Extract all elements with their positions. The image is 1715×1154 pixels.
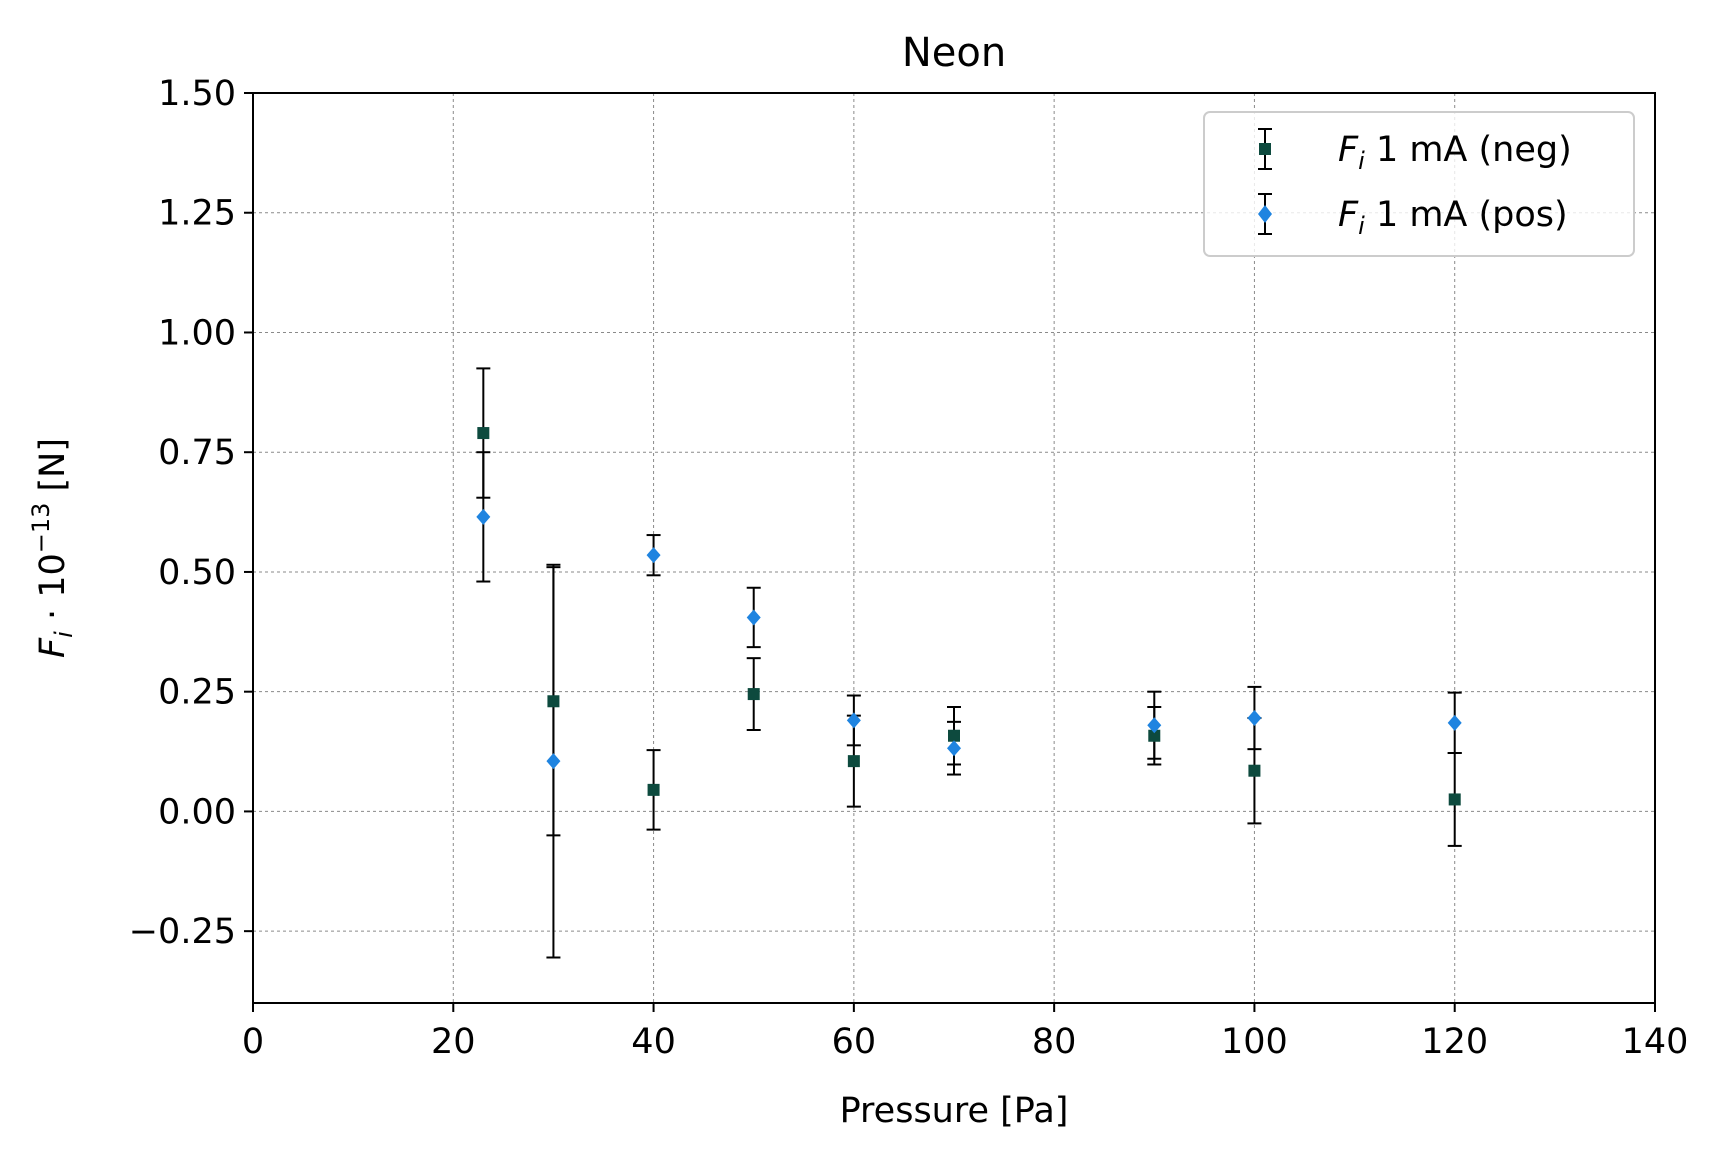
legend-entry-pos: Fi 1 mA (pos) xyxy=(1258,193,1568,240)
data-point-pos-7 xyxy=(1247,710,1262,727)
data-point-neg-6 xyxy=(1148,729,1161,742)
legend-label-pos-subscript: i xyxy=(1358,212,1365,240)
data-point-pos-3 xyxy=(746,609,761,626)
legend: Fi 1 mA (neg) Fi 1 mA (pos) xyxy=(1203,111,1635,257)
y-axis-label-subscript: i xyxy=(50,631,78,638)
legend-box xyxy=(1203,111,1635,257)
legend-marker-neg xyxy=(1259,143,1271,155)
data-point-neg-1 xyxy=(547,695,560,708)
y-axis-label-unit: [N] xyxy=(33,438,73,503)
legend-label-neg-symbol: F xyxy=(1338,130,1359,170)
data-point-pos-6 xyxy=(1147,717,1162,734)
legend-label-pos: Fi 1 mA (pos) xyxy=(1338,195,1568,240)
y-tick-label-0: −0.25 xyxy=(129,912,236,952)
data-point-neg-2 xyxy=(647,783,660,796)
y-axis-label-exponent: −13 xyxy=(27,503,55,554)
chart-title: Neon xyxy=(902,30,1006,76)
legend-entry-neg: Fi 1 mA (neg) xyxy=(1258,128,1572,175)
x-tick-label-0: 0 xyxy=(242,1022,264,1062)
legend-label-neg: Fi 1 mA (neg) xyxy=(1338,130,1572,175)
data-point-pos-8 xyxy=(1447,714,1462,731)
y-axis-label: Fi · 10−13 [N] xyxy=(27,438,78,658)
y-axis-label-multiplier: · 10 xyxy=(33,553,73,631)
x-tick-label-3: 60 xyxy=(832,1022,877,1062)
x-tick-label-4: 80 xyxy=(1032,1022,1077,1062)
y-axis-ticks: −0.25 0.00 0.25 0.50 0.75 1.00 1.25 1.50 xyxy=(129,74,253,952)
x-axis-label: Pressure [Pa] xyxy=(840,1091,1069,1131)
data-point-neg-7 xyxy=(1248,764,1261,777)
x-axis-ticks: 0 20 40 60 80 100 120 140 xyxy=(242,1003,1689,1062)
y-tick-label-1: 0.00 xyxy=(158,792,236,832)
y-tick-label-4: 0.75 xyxy=(158,433,236,473)
y-axis-label-symbol: F xyxy=(33,637,73,658)
x-tick-label-6: 120 xyxy=(1421,1022,1488,1062)
y-tick-label-2: 0.25 xyxy=(158,673,236,713)
data-point-neg-0 xyxy=(477,427,490,440)
y-tick-label-7: 1.50 xyxy=(158,74,236,114)
data-markers xyxy=(476,427,1462,806)
plot-frame xyxy=(252,92,1656,1004)
data-point-neg-3 xyxy=(747,688,760,701)
data-point-neg-5 xyxy=(948,729,960,742)
data-point-neg-8 xyxy=(1448,793,1461,806)
data-point-pos-0 xyxy=(476,508,491,525)
x-tick-label-5: 100 xyxy=(1221,1022,1288,1062)
x-tick-label-1: 20 xyxy=(431,1022,476,1062)
legend-label-pos-symbol: F xyxy=(1338,195,1359,235)
x-tick-label-2: 40 xyxy=(631,1022,676,1062)
legend-marker-pos xyxy=(1258,205,1272,223)
legend-label-neg-subscript: i xyxy=(1358,147,1365,175)
y-tick-label-5: 1.00 xyxy=(158,313,236,353)
y-tick-label-3: 0.50 xyxy=(158,553,236,593)
data-point-pos-2 xyxy=(646,547,661,564)
legend-label-pos-text: 1 mA (pos) xyxy=(1365,195,1568,235)
data-point-pos-4 xyxy=(846,712,861,729)
legend-label-neg-text: 1 mA (neg) xyxy=(1365,130,1572,170)
data-point-pos-5 xyxy=(947,740,961,757)
y-tick-label-6: 1.25 xyxy=(158,194,236,234)
data-point-neg-4 xyxy=(847,755,860,768)
data-point-pos-1 xyxy=(546,753,561,770)
x-tick-label-7: 140 xyxy=(1622,1022,1689,1062)
